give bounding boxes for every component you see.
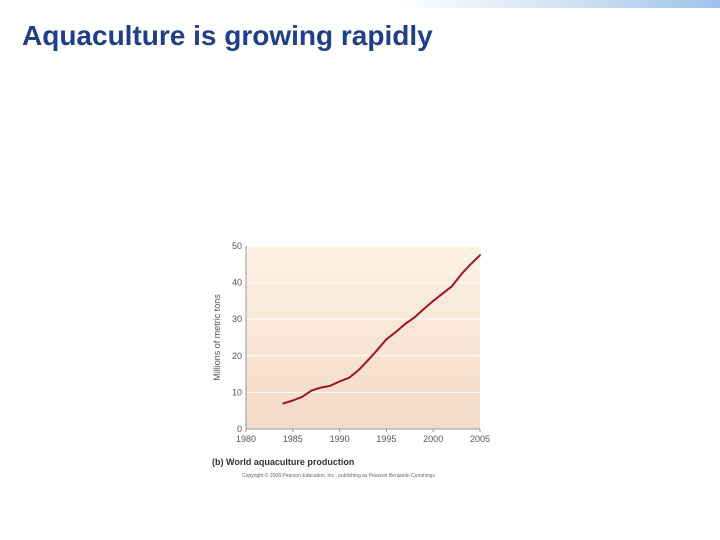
y-tick-label: 50 xyxy=(232,241,242,251)
series-line-0 xyxy=(282,254,481,405)
plot-area xyxy=(246,246,480,429)
slide-title: Aquaculture is growing rapidly xyxy=(22,20,433,51)
y-tick-label: 40 xyxy=(232,278,242,288)
x-tick-label: 2000 xyxy=(423,434,443,444)
y-tick-label: 10 xyxy=(232,387,242,397)
chart-caption: (b) World aquaculture production xyxy=(212,457,355,467)
y-tick-label: 0 xyxy=(237,424,242,434)
top-gradient-band xyxy=(0,0,720,8)
x-tick-label: 1995 xyxy=(376,434,396,444)
y-axis-title: Millions of metric tons xyxy=(212,294,222,381)
copyright-notice: Copyright © 2008 Pearson Education, Inc.… xyxy=(242,473,435,479)
aquaculture-line-chart: 0 10 20 30 40 50 1980 1985 1990 1995 2000 2005 Mil… xyxy=(212,241,490,444)
x-tick-label: 1990 xyxy=(330,434,350,444)
y-tick-label: 30 xyxy=(232,314,242,324)
x-tick-label: 2005 xyxy=(470,434,490,444)
x-tick-label: 1980 xyxy=(236,434,256,444)
x-tick-label: 1985 xyxy=(283,434,303,444)
y-tick-label: 20 xyxy=(232,351,242,361)
